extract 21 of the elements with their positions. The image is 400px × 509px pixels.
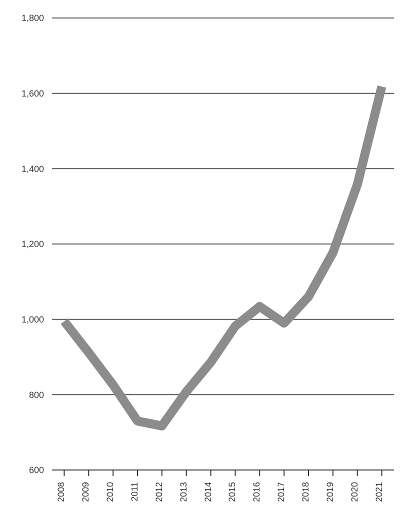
x-tick-label: 2012 (154, 482, 164, 502)
y-tick-label: 1,200 (21, 239, 44, 250)
x-tick-label: 2020 (349, 482, 360, 502)
x-tick-label: 2011 (130, 482, 140, 502)
x-tick-label: 2017 (276, 482, 286, 502)
x-tick-label: 2021 (374, 482, 384, 502)
y-tick-label: 600 (28, 465, 44, 476)
x-tick-label: 2009 (80, 482, 91, 502)
y-tick-label: 800 (28, 390, 44, 400)
x-tick-label: 2016 (252, 482, 262, 502)
x-tick-label: 2008 (56, 482, 66, 502)
x-tick-label: 2015 (227, 482, 238, 502)
y-tick-label: 1,000 (21, 314, 44, 325)
x-tick-label: 2010 (105, 482, 116, 502)
y-tick-label: 1,800 (21, 13, 44, 24)
x-tick-label: 2014 (202, 482, 213, 502)
x-tick-label: 2013 (178, 482, 188, 502)
y-tick-label: 1,400 (21, 164, 44, 174)
y-tick-label: 1,600 (21, 88, 44, 99)
x-tick-label: 2019 (324, 482, 335, 502)
x-tick-label: 2018 (300, 482, 310, 502)
